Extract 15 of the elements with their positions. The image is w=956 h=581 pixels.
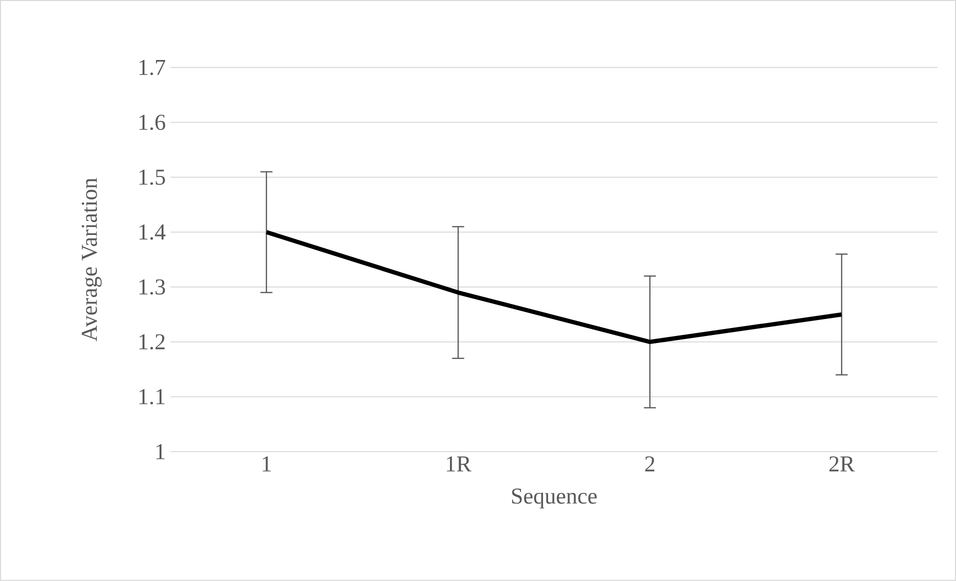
x-tick-label: 2: [645, 456, 654, 472]
x-tick-label: 2R: [829, 456, 855, 472]
x-tick-label: 1R: [446, 456, 472, 472]
x-tick-label: 1: [262, 456, 271, 472]
y-tick-label: 1.6: [139, 114, 166, 130]
x-axis-title: Sequence: [512, 488, 597, 508]
y-tick-label: 1: [156, 444, 164, 460]
y-tick-label: 1.2: [139, 334, 165, 350]
y-tick-label: 1.5: [139, 170, 165, 185]
y-tick-label: 1.7: [139, 60, 166, 76]
line-series: [264, 230, 844, 344]
y-axis-title: Average Variation: [82, 178, 102, 342]
y-tick-label: 1.1: [139, 389, 164, 404]
y-tick-label: 1.3: [139, 279, 165, 295]
y-tick-label: 1.4: [139, 224, 166, 240]
